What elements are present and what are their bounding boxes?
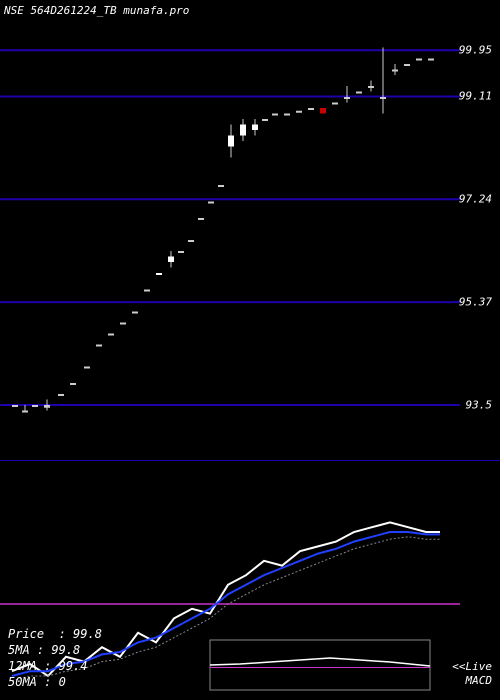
stat-5ma: 5MA : 99.8	[8, 642, 102, 658]
price-level-label: 97.24	[459, 193, 492, 206]
chart-container: NSE 564D261224_TB munafa.pro 99.95 99.11 9…	[0, 0, 500, 700]
stat-12ma: 12MA : 99.4	[8, 658, 102, 674]
price-level-label: 93.5	[466, 399, 493, 412]
stat-50ma: 50MA : 0	[8, 674, 102, 690]
chart-title: NSE 564D261224_TB munafa.pro	[4, 4, 189, 17]
price-level-label: 99.11	[459, 90, 492, 103]
price-level-label: 99.95	[459, 44, 492, 57]
macd-label: <<Live MACD	[452, 660, 492, 688]
price-level-label: 95.37	[459, 296, 492, 309]
stat-price: Price : 99.8	[8, 626, 102, 642]
price-chart	[0, 20, 500, 460]
stats-block: Price : 99.8 5MA : 99.8 12MA : 99.4 50MA…	[8, 626, 102, 690]
